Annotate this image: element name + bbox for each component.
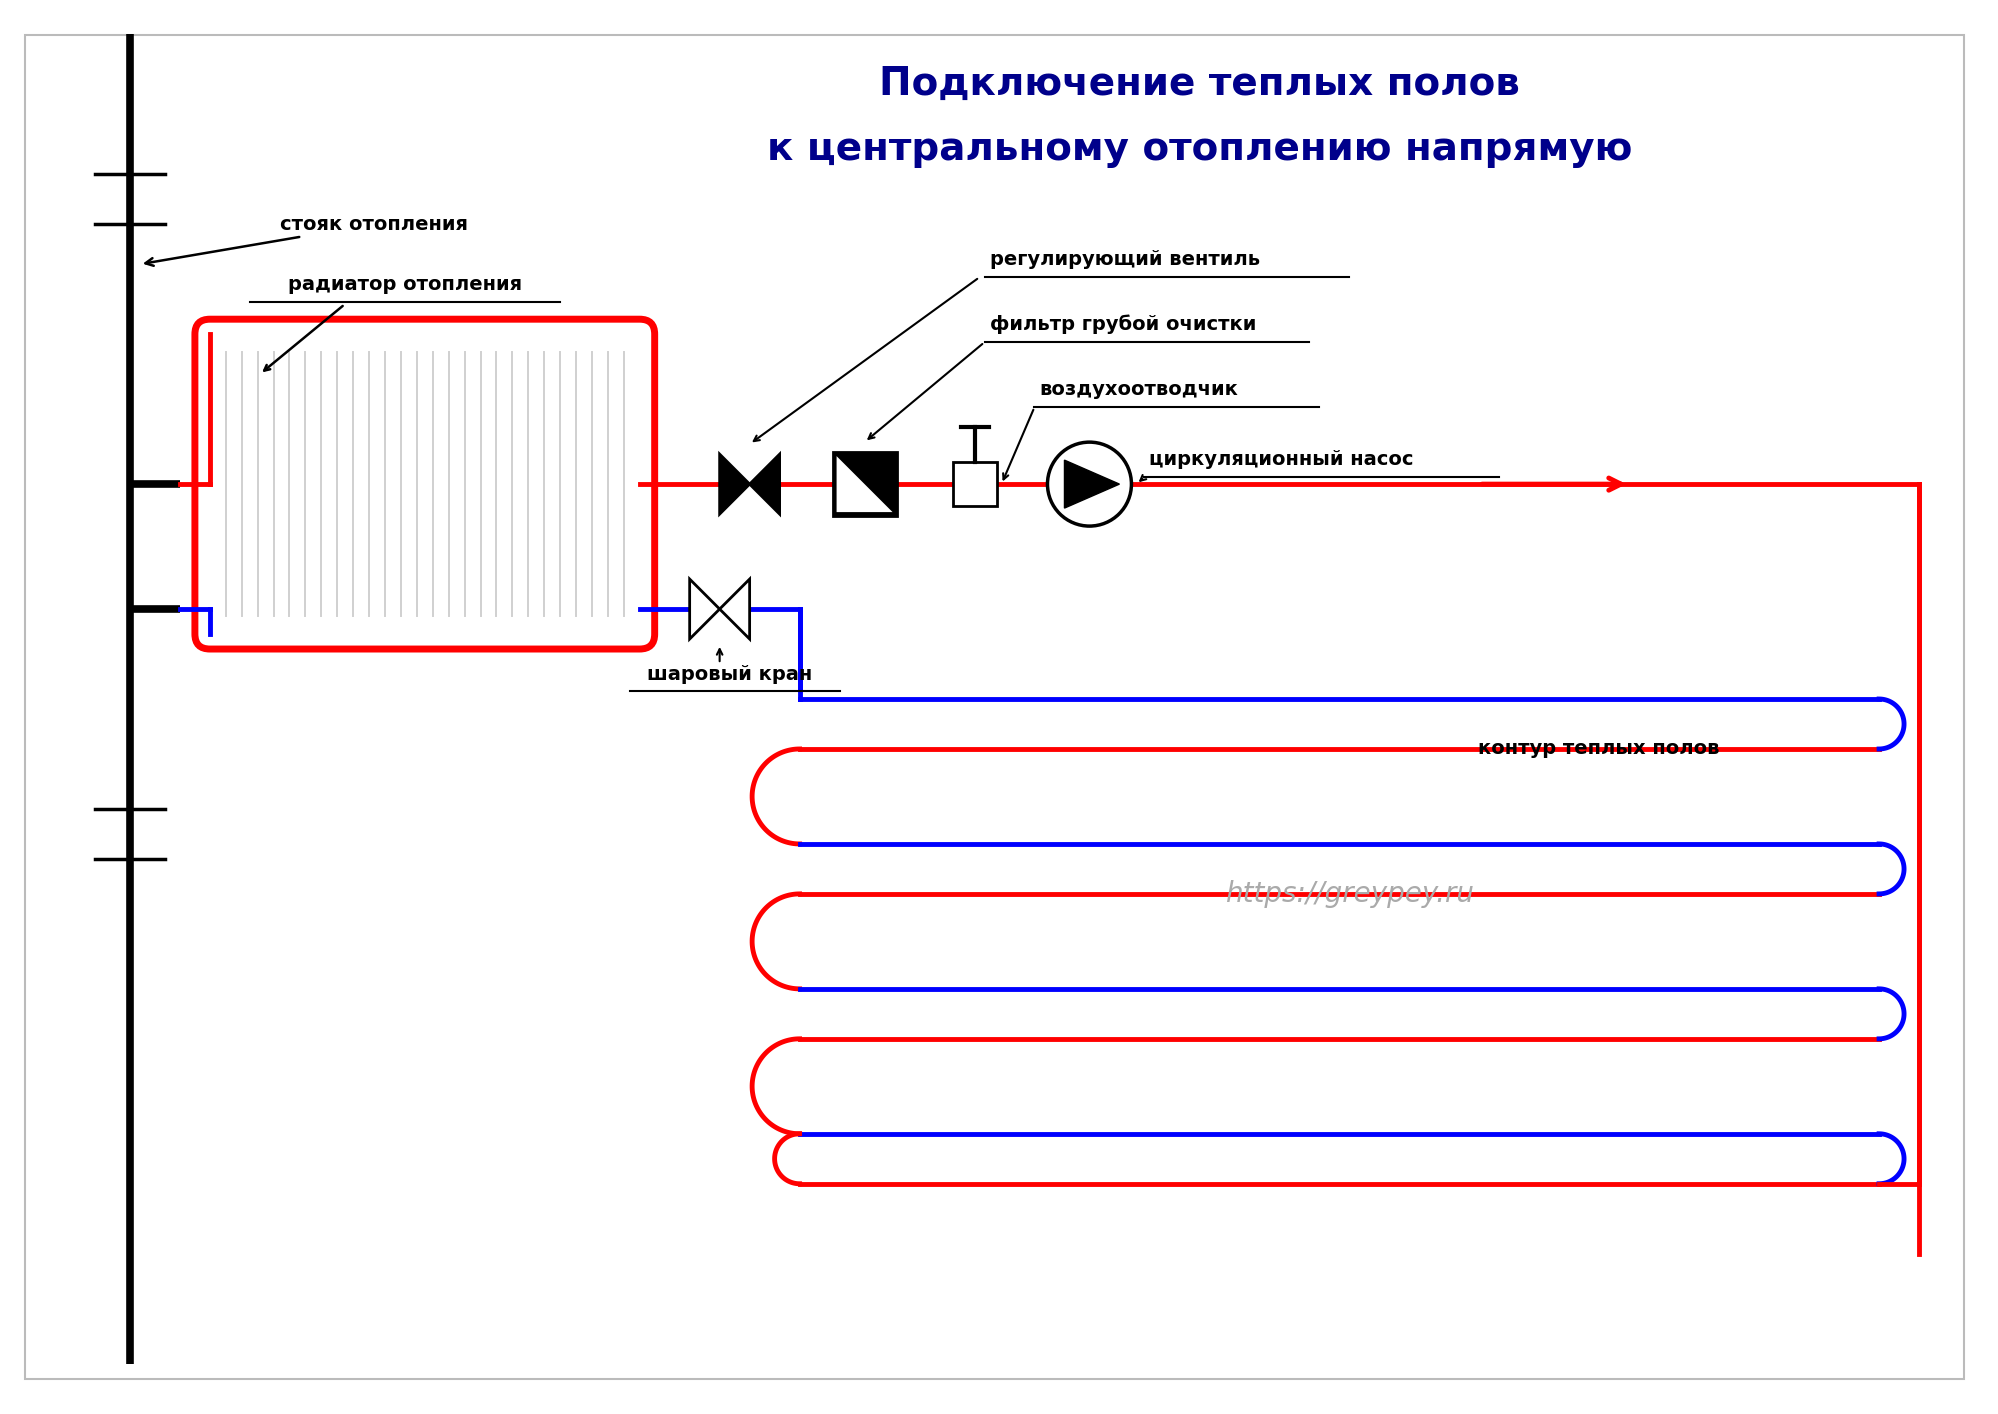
Text: стояк отопления: стояк отопления xyxy=(146,215,468,266)
Bar xyxy=(833,452,897,516)
Polygon shape xyxy=(749,454,779,515)
Bar xyxy=(951,462,995,506)
Text: контур теплых полов: контур теплых полов xyxy=(1479,740,1718,758)
Text: https://greypey.ru: https://greypey.ru xyxy=(1225,880,1473,908)
Text: циркуляционный насос: циркуляционный насос xyxy=(1149,450,1413,468)
FancyBboxPatch shape xyxy=(196,320,655,649)
Polygon shape xyxy=(689,580,719,639)
Polygon shape xyxy=(835,457,893,512)
Polygon shape xyxy=(1065,460,1119,508)
Text: радиатор отопления: радиатор отопления xyxy=(288,274,521,294)
Text: Подключение теплых полов: Подключение теплых полов xyxy=(879,65,1518,103)
Text: регулирующий вентиль: регулирующий вентиль xyxy=(989,250,1259,269)
Circle shape xyxy=(1047,443,1131,526)
Text: фильтр грубой очистки: фильтр грубой очистки xyxy=(989,314,1255,334)
Polygon shape xyxy=(719,454,749,515)
Polygon shape xyxy=(719,580,749,639)
Text: к центральному отоплению напрямую: к центральному отоплению напрямую xyxy=(767,130,1630,168)
Text: шаровый кран: шаровый кран xyxy=(647,665,811,683)
Text: воздухоотводчик: воздухоотводчик xyxy=(1039,380,1237,399)
